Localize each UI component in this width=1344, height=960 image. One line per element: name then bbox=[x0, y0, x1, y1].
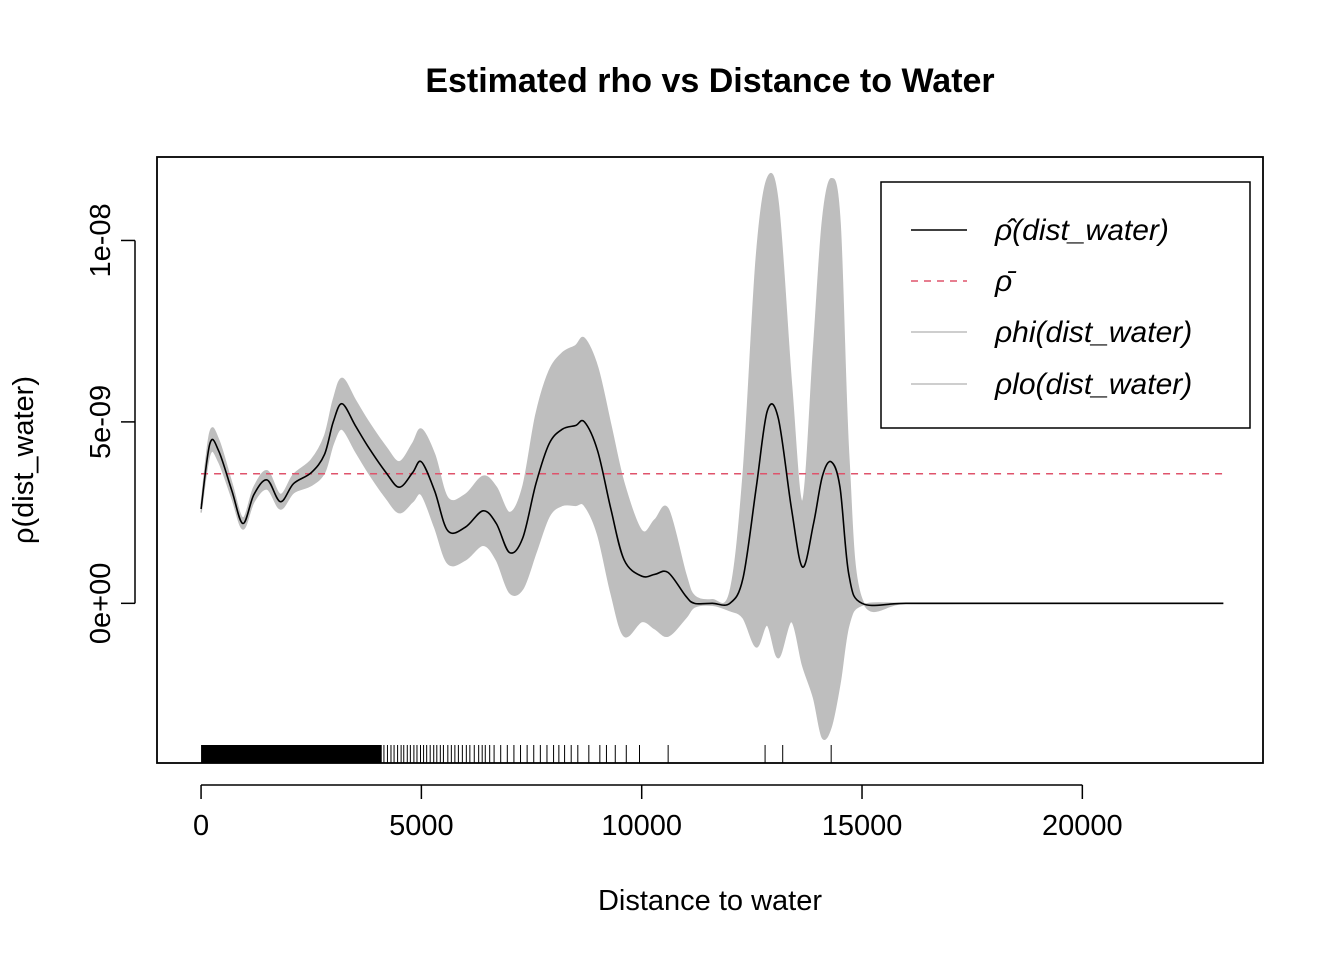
legend-label: ρ̂(dist_water) bbox=[994, 214, 1169, 247]
x-tick-label: 0 bbox=[193, 810, 209, 842]
x-axis: 0 5000 10000 15000 20000 bbox=[193, 784, 1123, 842]
y-tick-label: 0e+00 bbox=[85, 563, 117, 644]
y-axis: 0e+00 5e-09 1e-08 bbox=[85, 203, 136, 644]
y-tick-label: 1e-08 bbox=[85, 203, 117, 277]
series-rho-lo bbox=[200, 428, 1224, 740]
x-tick-label: 15000 bbox=[822, 810, 903, 842]
rug-dense-block bbox=[201, 745, 382, 763]
x-tick-label: 5000 bbox=[389, 810, 454, 842]
chart-title: Estimated rho vs Distance to Water bbox=[425, 62, 994, 100]
rug-marks bbox=[201, 745, 832, 763]
series-rho-hat bbox=[200, 402, 1224, 607]
estimate-line-layer bbox=[200, 402, 1224, 607]
legend: ρ̂(dist_water) ρ̄ ρhi(dist_water) ρlo(dist_… bbox=[880, 181, 1251, 429]
plot-frame bbox=[156, 156, 1264, 764]
series-rho-hi bbox=[200, 172, 1224, 613]
legend-label: ρ̄ bbox=[994, 265, 1017, 298]
y-tick-label: 5e-09 bbox=[85, 385, 117, 459]
x-axis-label: Distance to water bbox=[598, 885, 822, 917]
confidence-band bbox=[200, 172, 1224, 740]
x-tick-label: 20000 bbox=[1042, 810, 1123, 842]
legend-label: ρhi(dist_water) bbox=[994, 316, 1192, 349]
y-axis-label-text: ρ(dist_water) bbox=[8, 376, 40, 544]
x-tick-label: 10000 bbox=[601, 810, 682, 842]
y-axis-label: ρ(dist_water) bbox=[8, 376, 40, 544]
legend-label: ρlo(dist_water) bbox=[994, 368, 1192, 401]
legend-box bbox=[880, 181, 1251, 429]
